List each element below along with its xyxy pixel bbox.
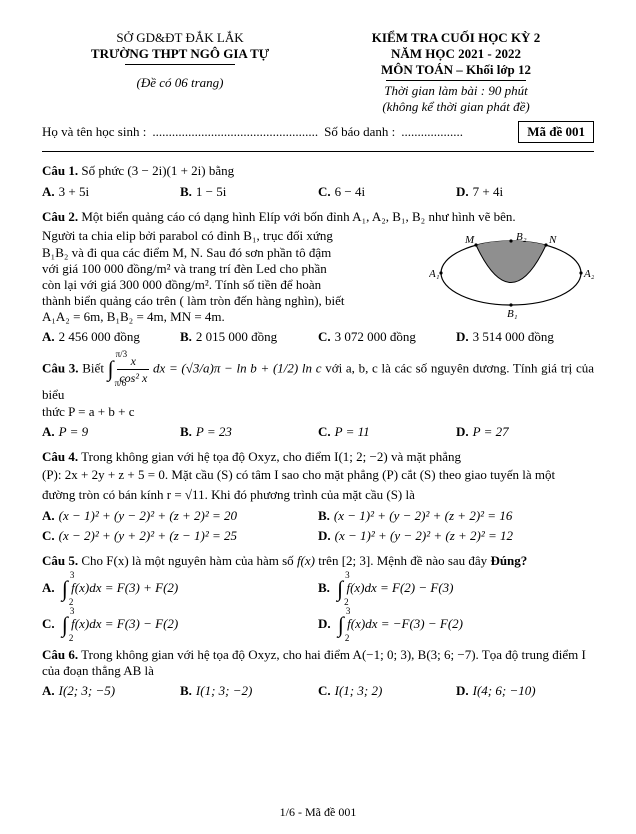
q2-body3: với giá 100 000 đồng/m² và trang trí đèn… — [42, 261, 419, 277]
q3-text1: Biết — [82, 360, 107, 375]
q6-c: I(1; 3; 2) — [335, 683, 383, 698]
q6-choices: A.I(2; 3; −5) B.I(1; 3; −2) C.I(1; 3; 2)… — [42, 683, 594, 699]
header-right: KIỂM TRA CUỐI HỌC KỲ 2 NĂM HỌC 2021 - 20… — [318, 30, 594, 115]
q1-text: Số phức (3 − 2i)(1 + 2i) bằng — [81, 163, 234, 178]
q2-body4: còn lại với giá 300 000 đồng/m². Tính số… — [42, 277, 419, 293]
exam: KIỂM TRA CUỐI HỌC KỲ 2 — [318, 30, 594, 46]
duration: Thời gian làm bài : 90 phút — [318, 83, 594, 99]
q6-text1: Trong không gian với hệ tọa độ Oxyz, cho… — [81, 647, 586, 662]
q2-choices: A.2 456 000 đồng B.2 015 000 đồng C.3 07… — [42, 329, 594, 345]
school: TRƯỜNG THPT NGÔ GIA TỰ — [42, 46, 318, 62]
q3-text3: thức P = a + b + c — [42, 404, 594, 420]
year: NĂM HỌC 2021 - 2022 — [318, 46, 594, 62]
q4-d: (x − 1)² + (y − 2)² + (z + 2)² = 12 — [335, 528, 513, 543]
q2-body5: thành biển quảng cáo trên ( làm tròn đến… — [42, 293, 419, 309]
exam-code-box: Mã đề 001 — [518, 121, 594, 143]
q4-text2: (P): 2x + 2y + z + 5 = 0. Mặt cầu (S) có… — [42, 465, 594, 485]
svg-text:A₂: A₂ — [583, 268, 594, 280]
q5-label: Câu 5. — [42, 553, 78, 568]
dept: SỞ GD&ĐT ĐẮK LẮK — [42, 30, 318, 46]
q1-a: 3 + 5i — [59, 184, 89, 199]
q6-b: I(1; 3; −2) — [196, 683, 252, 698]
svg-text:A₁: A₁ — [429, 268, 440, 280]
q4-text1: Trong không gian với hệ tọa độ Oxyz, cho… — [81, 449, 461, 464]
q2-intro-text: Một biển quảng cáo có dạng hình Elíp với… — [81, 209, 515, 224]
name-label: Họ và tên học sinh : — [42, 124, 146, 140]
q6-d: I(4; 6; −10) — [473, 683, 536, 698]
q4-label: Câu 4. — [42, 449, 78, 464]
svg-text:B₁: B₁ — [507, 308, 518, 320]
q4-a: (x − 1)² + (y − 2)² + (z + 2)² = 20 — [59, 508, 237, 523]
pages: (Đề có 06 trang) — [42, 75, 318, 91]
q1-choices: A.3 + 5i B.1 − 5i C.6 − 4i D.7 + 4i — [42, 184, 594, 200]
q2-intro: Câu 2. Một biển quảng cáo có dạng hình E… — [42, 208, 594, 226]
q1: Câu 1. Số phức (3 − 2i)(1 + 2i) bằng — [42, 162, 594, 180]
q4-text3: đường tròn có bán kính r = √11. Khi đó p… — [42, 485, 594, 505]
q2-c: 3 072 000 đồng — [335, 329, 416, 344]
page-footer: 1/6 - Mã đề 001 — [0, 805, 636, 820]
q6: Câu 6. Trong không gian với hệ tọa độ Ox… — [42, 646, 594, 664]
svg-text:N: N — [548, 234, 557, 246]
header: SỞ GD&ĐT ĐẮK LẮK TRƯỜNG THPT NGÔ GIA TỰ … — [42, 30, 594, 115]
q4-c: (x − 2)² + (y + 2)² + (z − 1)² = 25 — [59, 528, 237, 543]
q1-c: 6 − 4i — [335, 184, 365, 199]
q1-b: 1 − 5i — [196, 184, 226, 199]
q3-a: P = 9 — [59, 424, 88, 439]
q3-d: P = 27 — [473, 424, 509, 439]
q5: Câu 5. Cho F(x) là một nguyên hàm của hà… — [42, 552, 594, 570]
q3-integral: ∫π/3π/6 — [108, 354, 114, 384]
subject: MÔN TOÁN – Khối lớp 12 — [318, 62, 594, 78]
sbd-dots: ................... — [401, 124, 463, 140]
q3-rhs: dx = (√3/a)π − ln b + (1/2) ln c — [153, 360, 322, 375]
q2-a: 2 456 000 đồng — [59, 329, 140, 344]
q2-label: Câu 2. — [42, 209, 78, 224]
header-left: SỞ GD&ĐT ĐẮK LẮK TRƯỜNG THPT NGÔ GIA TỰ … — [42, 30, 318, 115]
q2-body2: B₁B₂ và đi qua các điểm M, N. Sau đó sơn… — [42, 245, 419, 261]
q3-choices: A.P = 9 B.P = 23 C.P = 11 D.P = 27 — [42, 424, 594, 440]
q5-choices: A. ∫32 f(x)dx = F(3) + F(2) B. ∫32 f(x)d… — [42, 576, 594, 638]
q3: Câu 3. Biết ∫π/3π/6 xcos² x dx = (√3/a)π… — [42, 353, 594, 404]
q6-text2: của đoạn thẳng AB là — [42, 663, 594, 679]
sbd-label: Số báo danh : — [324, 124, 395, 140]
q6-label: Câu 6. — [42, 647, 78, 662]
q1-d: 7 + 4i — [473, 184, 503, 199]
q2-body1: Người ta chia elip bởi parabol có đỉnh B… — [42, 227, 419, 245]
q4-choices: A.(x − 1)² + (y − 2)² + (z + 2)² = 20 B.… — [42, 508, 594, 544]
q2-body6: A₁A₂ = 6m, B₁B₂ = 4m, MN = 4m. — [42, 309, 419, 325]
note: (không kể thời gian phát đề) — [318, 99, 594, 115]
q3-b: P = 23 — [196, 424, 232, 439]
q5-text: Cho F(x) là một nguyên hàm của hàm số f(… — [81, 553, 527, 568]
q3-c: P = 11 — [335, 424, 370, 439]
q2-d: 3 514 000 đồng — [473, 329, 554, 344]
name-dots: ........................................… — [152, 124, 318, 140]
divider-right — [386, 80, 526, 81]
q1-label: Câu 1. — [42, 163, 78, 178]
divider-full — [42, 151, 594, 152]
q4-b: (x − 1)² + (y − 2)² + (z + 2)² = 16 — [334, 508, 512, 523]
svg-text:M: M — [464, 234, 475, 246]
student-line: Họ và tên học sinh : ...................… — [42, 121, 594, 143]
q2-body-row: Người ta chia elip bởi parabol có đỉnh B… — [42, 225, 594, 325]
q2-diagram: A₁ A₂ B₁ B₂ M N — [429, 225, 594, 324]
q4: Câu 4. Trong không gian với hệ tọa độ Ox… — [42, 448, 594, 466]
q3-label: Câu 3. — [42, 360, 79, 375]
q2-b: 2 015 000 đồng — [196, 329, 277, 344]
divider-left — [125, 64, 235, 65]
svg-text:B₂: B₂ — [516, 231, 527, 243]
q2-textcol: Người ta chia elip bởi parabol có đỉnh B… — [42, 225, 419, 325]
q6-a: I(2; 3; −5) — [59, 683, 115, 698]
